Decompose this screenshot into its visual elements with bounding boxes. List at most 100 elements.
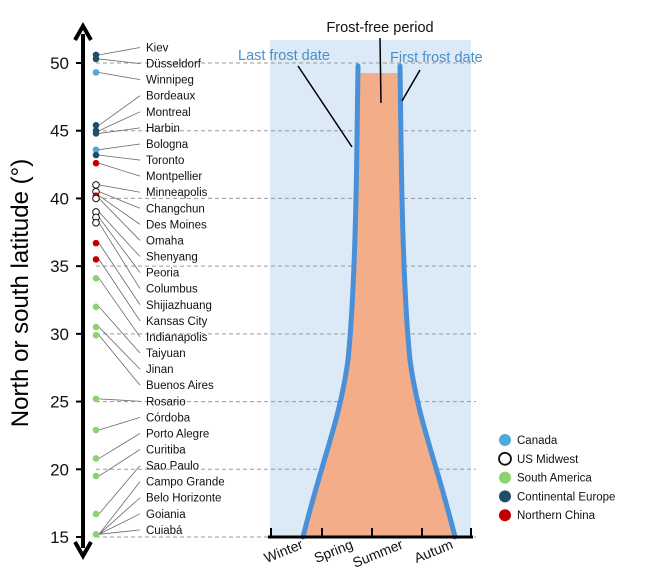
y-axis-arrow-top (73, 21, 93, 41)
city-dot (92, 69, 100, 76)
legend-label: Continental Europe (517, 491, 615, 503)
frost-free-pointer (379, 37, 382, 104)
city-connector (98, 127, 141, 134)
legend-label: Canada (517, 435, 558, 447)
city-label: Minneapolis (146, 187, 208, 199)
first-frost-label: First frost date (390, 50, 483, 66)
city-dot (92, 194, 100, 203)
y-tick-label: 25 (50, 393, 69, 412)
city-label: Des Moines (146, 219, 207, 231)
first-frost-pointer (401, 69, 421, 102)
city-label: Shenyang (146, 252, 198, 264)
city-dot (92, 121, 100, 129)
city-connector (98, 72, 141, 81)
city-connector (98, 513, 141, 535)
city-connector (98, 217, 141, 273)
city-dot (92, 181, 100, 189)
city-label: Toronto (146, 155, 184, 167)
city-connector (98, 184, 141, 193)
city-label: Córdoba (146, 412, 191, 424)
city-dot (92, 395, 100, 403)
city-connector (98, 111, 141, 132)
city-dot (92, 510, 100, 518)
city-dot (92, 130, 100, 137)
y-tick-label: 15 (50, 528, 69, 547)
city-connector (98, 278, 141, 338)
city-dot (92, 303, 100, 311)
city-connector (98, 398, 141, 402)
last-frost-curve (300, 63, 361, 540)
city-connector (98, 481, 141, 535)
city-connector (98, 58, 141, 64)
city-connector (98, 195, 141, 225)
city-connector (98, 198, 141, 241)
city-connector (98, 433, 141, 459)
city-connector (98, 259, 141, 322)
city-connector (98, 47, 141, 56)
city-connector (98, 162, 141, 177)
city-dot (92, 331, 100, 339)
city-dot (92, 159, 100, 167)
season-label: Winter (262, 536, 306, 566)
y-tick-label: 35 (50, 257, 69, 276)
season-label: Autum (412, 536, 456, 566)
city-connector (98, 334, 141, 386)
city-label: Bordeaux (146, 91, 195, 103)
city-label: Rosario (146, 396, 186, 408)
city-label: Düsseldorf (146, 59, 202, 71)
y-axis-label: North or south latitude (°) (7, 159, 34, 427)
legend-label: Northern China (517, 510, 596, 522)
city-label: Bologna (146, 139, 189, 151)
city-dot (92, 239, 100, 247)
city-connector (98, 465, 141, 515)
city-connector (98, 449, 141, 477)
y-axis-arrow-bottom (73, 541, 93, 561)
city-label: Cuiabá (146, 525, 183, 537)
city-label: Taiyuan (146, 348, 186, 360)
legend-marker (499, 471, 511, 484)
city-dot (92, 256, 100, 263)
city-connector (98, 242, 141, 306)
y-tick-label: 20 (50, 460, 69, 479)
legend-label: US Midwest (517, 454, 579, 466)
y-tick-label: 45 (50, 122, 69, 141)
city-connector (98, 529, 141, 535)
city-label: Kansas City (146, 316, 208, 328)
city-dot (92, 426, 100, 434)
city-label: Sao Paulo (146, 461, 199, 473)
city-label: Montreal (146, 107, 191, 119)
last-frost-pointer (297, 65, 353, 148)
legend-marker (499, 434, 511, 446)
y-tick-label: 40 (50, 189, 69, 208)
frost-free-label: Frost-free period (326, 20, 433, 36)
legend-marker (499, 509, 511, 522)
city-dot (92, 323, 100, 331)
y-tick-label: 50 (50, 54, 69, 73)
city-connector (98, 95, 141, 126)
city-label: Winnipeg (146, 75, 194, 87)
city-connector (98, 191, 141, 209)
city-label: Columbus (146, 284, 198, 296)
city-label: Goiania (146, 509, 186, 521)
city-label: Harbin (146, 123, 180, 135)
city-connector (98, 326, 141, 370)
city-dot (92, 151, 100, 159)
city-label: Montpellier (146, 171, 202, 183)
city-label: Shijiazhuang (146, 300, 212, 312)
legend-label: South America (517, 473, 592, 485)
city-connector (98, 211, 141, 257)
season-label: Summer (350, 536, 405, 571)
city-connector (98, 143, 141, 151)
city-connector (98, 416, 141, 431)
y-tick-label: 30 (50, 325, 69, 344)
city-dot (92, 455, 100, 462)
city-dot (92, 219, 100, 227)
city-dot (92, 530, 100, 538)
city-connector (98, 154, 141, 161)
city-label: Belo Horizonte (146, 493, 221, 505)
city-label: Indianapolis (146, 332, 208, 344)
city-dot (92, 472, 100, 480)
city-label: Curitiba (146, 445, 186, 457)
frost-free-area (303, 73, 455, 537)
